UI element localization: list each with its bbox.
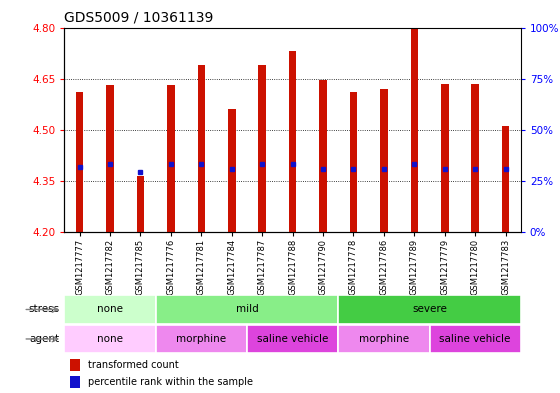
Bar	[76, 92, 83, 232]
Text: morphine: morphine	[176, 334, 226, 344]
Bar	[247, 325, 338, 353]
Bar	[338, 296, 521, 324]
Text: saline vehicle: saline vehicle	[440, 334, 511, 344]
Bar	[258, 65, 266, 232]
Bar	[410, 28, 418, 232]
Text: agent: agent	[30, 334, 60, 344]
Text: transformed count: transformed count	[88, 360, 179, 370]
Text: none: none	[97, 305, 123, 314]
Bar	[338, 325, 430, 353]
Text: morphine: morphine	[359, 334, 409, 344]
Bar	[380, 89, 388, 232]
Text: severe: severe	[412, 305, 447, 314]
Bar	[430, 325, 521, 353]
Bar	[441, 84, 449, 232]
Bar	[70, 376, 80, 388]
Bar	[472, 84, 479, 232]
Text: stress: stress	[29, 305, 60, 314]
Text: mild: mild	[236, 305, 258, 314]
Bar	[64, 296, 156, 324]
Text: saline vehicle: saline vehicle	[257, 334, 328, 344]
Bar	[502, 126, 510, 232]
Bar	[228, 109, 236, 232]
Bar	[106, 85, 114, 232]
Text: none: none	[97, 334, 123, 344]
Bar	[198, 65, 205, 232]
Text: percentile rank within the sample: percentile rank within the sample	[88, 377, 254, 387]
Bar	[156, 296, 338, 324]
Bar	[64, 325, 156, 353]
Bar	[349, 92, 357, 232]
Bar	[167, 85, 175, 232]
Bar	[137, 176, 144, 232]
Bar	[289, 51, 296, 232]
Text: GDS5009 / 10361139: GDS5009 / 10361139	[64, 11, 214, 25]
Bar	[319, 80, 327, 232]
Bar	[70, 359, 80, 371]
Bar	[156, 325, 247, 353]
